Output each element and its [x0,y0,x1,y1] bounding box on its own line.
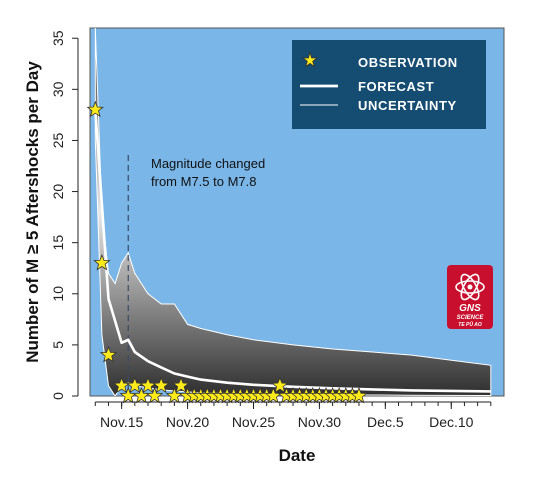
x-tick-label: Nov.30 [298,414,342,430]
x-tick-label: Nov.25 [232,414,276,430]
observation-point [145,386,164,404]
x-tick-label: Dec.5 [367,414,404,430]
y-tick-label: 20 [50,184,66,200]
legend-box [292,40,486,129]
observation-point [271,376,289,394]
observation-point [152,376,170,394]
x-axis-title: Date [279,446,316,465]
annotation-line-2: from M7.5 to M7.8 [151,174,256,189]
y-tick-label: 15 [50,235,66,251]
y-tick-label: 35 [50,30,66,46]
legend-uncertainty-label: UNCERTAINTY [358,98,457,113]
x-tick-label: Nov.20 [166,414,210,430]
atom-nucleus-icon [467,284,473,290]
annotation-label: Magnitude changed from M7.5 to M7.8 [151,156,265,189]
legend-star-icon [301,51,319,68]
forecast-line-layer [94,109,491,393]
forecast-line [94,109,491,393]
y-tick-label: 0 [50,392,66,400]
observation-point [99,345,118,363]
observation-layer [86,100,368,404]
y-axis: 0 5 10 15 20 25 30 35 [50,30,79,400]
logo-maori: TE PŪ AO [458,321,482,328]
gns-logo: GNS SCIENCE TE PŪ AO [447,265,493,329]
atom-icon [455,273,485,301]
x-tick-label: Nov.15 [100,414,144,430]
observation-point [350,386,368,404]
y-tick-label: 25 [50,132,66,148]
logo-subtitle: SCIENCE [457,315,485,321]
observation-point [86,100,104,118]
annotation-line-1: Magnitude changed [151,156,265,171]
legend-forecast-label: FORECAST [358,79,434,94]
logo-wordmark: GNS [459,303,481,314]
y-tick-label: 30 [50,81,66,97]
legend: OBSERVATION FORECAST UNCERTAINTY [292,40,486,129]
x-axis: Nov.15 Nov.20 Nov.25 Nov.30 Dec.5 Dec.10 [94,401,492,430]
observation-point [172,376,190,394]
x-tick-label: Dec.10 [429,414,474,430]
y-axis-title: Number of M ≥ 5 Aftershocks per Day [23,61,42,363]
legend-observation-label: OBSERVATION [358,55,458,70]
y-tick-label: 10 [50,286,66,302]
observation-point [93,253,111,271]
y-tick-label: 5 [50,341,66,349]
